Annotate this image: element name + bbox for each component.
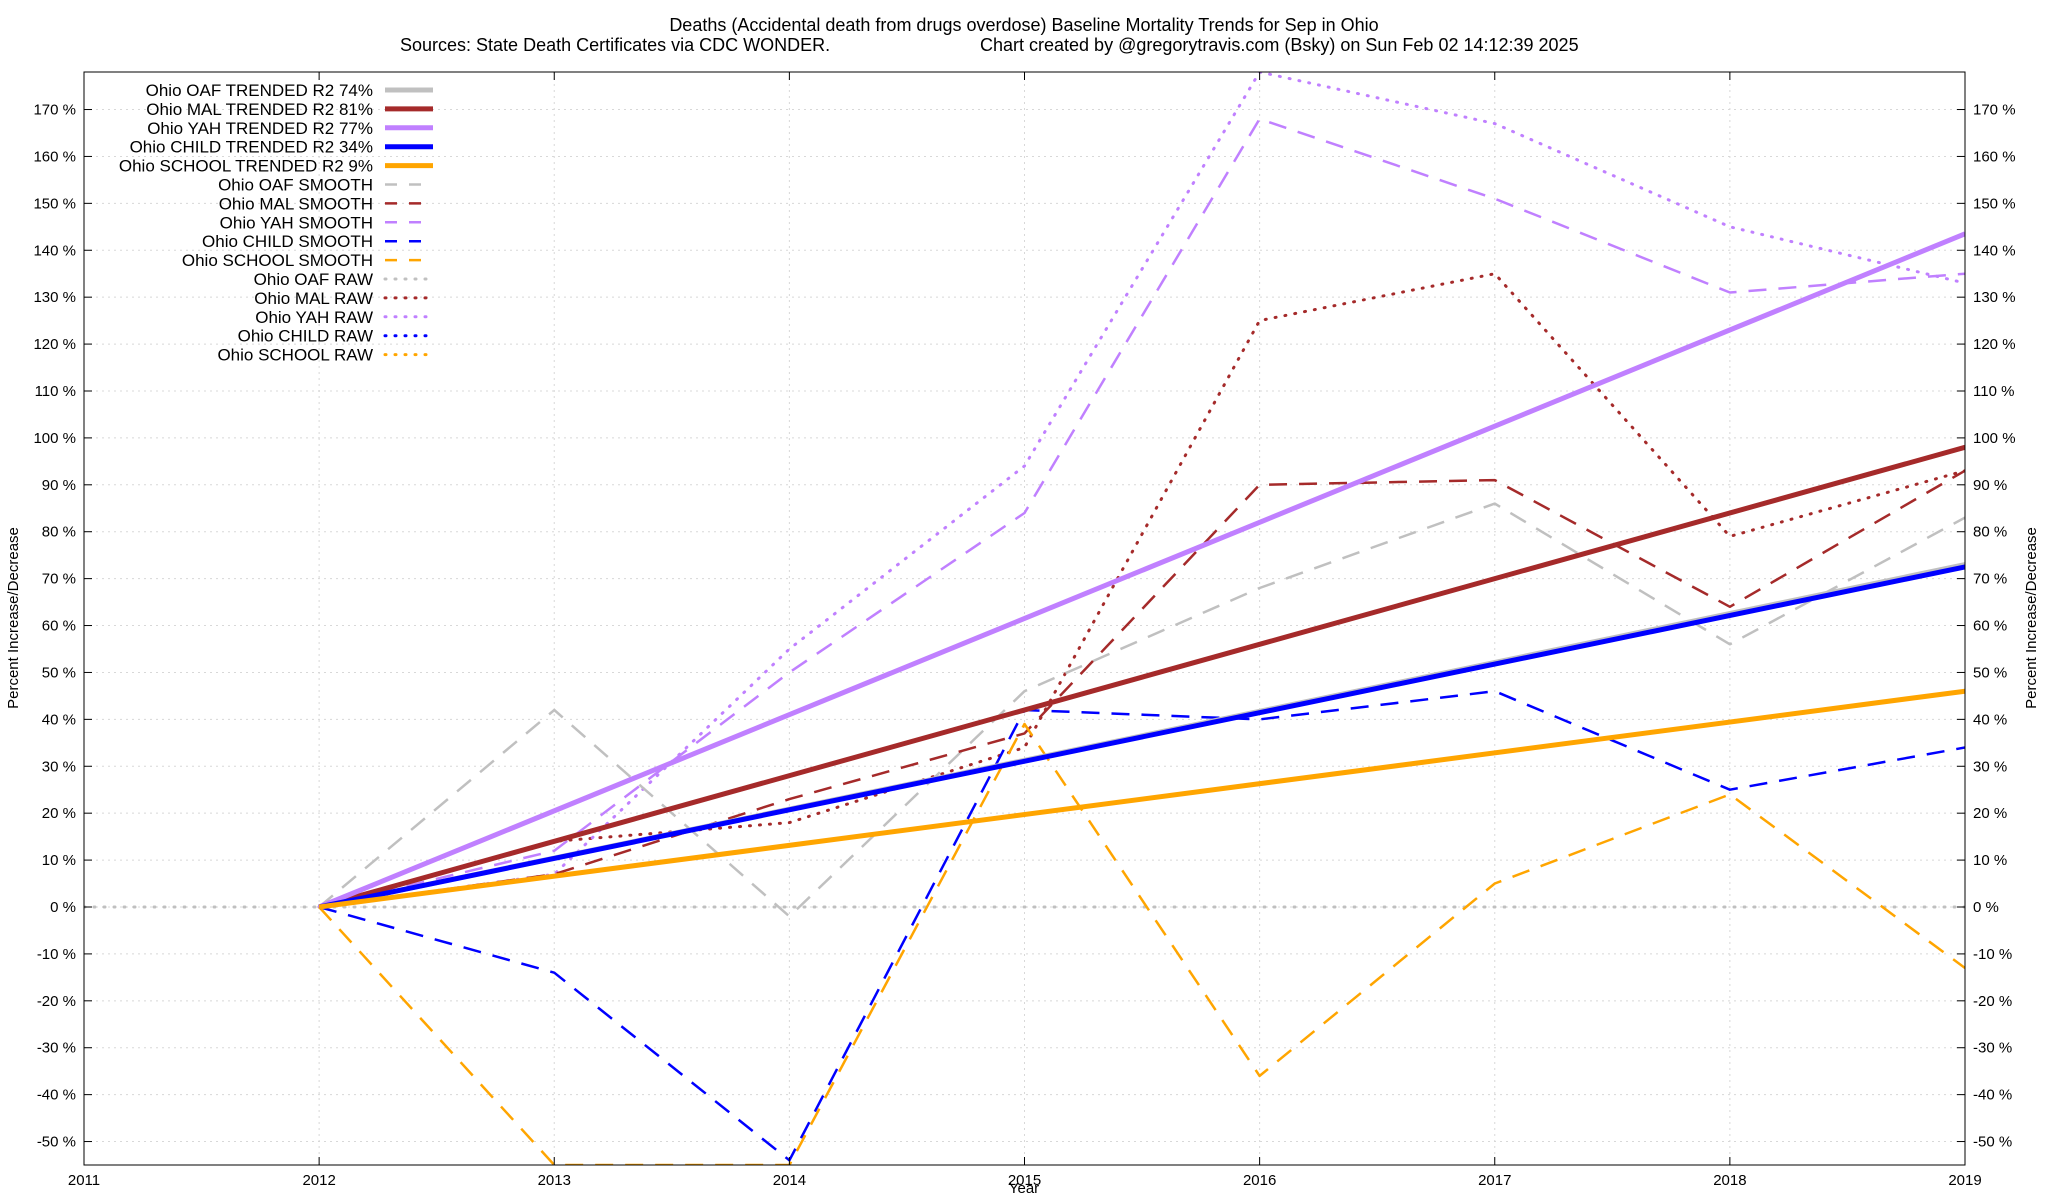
y-tick-label-right: 40 % <box>1973 711 2007 728</box>
chart-subtitle-right: Chart created by @gregorytravis.com (Bsk… <box>980 35 1579 55</box>
y-tick-label-left: 110 % <box>35 383 76 400</box>
legend-entry-label: Ohio CHILD TRENDED R2 34% <box>130 138 373 157</box>
series-layer <box>84 72 1965 1165</box>
x-tick-label: 2012 <box>302 1172 335 1189</box>
y-tick-label-right: 140 % <box>1973 242 2016 259</box>
chart-title: Deaths (Accidental death from drugs over… <box>669 15 1378 35</box>
series-line-ohio-child-smooth <box>318 689 1965 1162</box>
y-tick-label-left: 80 % <box>42 524 76 541</box>
y-tick-label-left: 90 % <box>42 477 76 494</box>
legend-entry-label: Ohio OAF TRENDED R2 74% <box>146 81 373 100</box>
legend-entry-label: Ohio YAH TRENDED R2 77% <box>147 119 373 138</box>
series-line-ohio-yah-trended-r2-77 <box>318 231 1965 910</box>
y-tick-label-right: 130 % <box>1973 289 2016 306</box>
y-tick-label-left: 20 % <box>42 805 76 822</box>
y-tick-label-right: 30 % <box>1973 758 2007 775</box>
y-tick-label-left: 160 % <box>33 148 76 165</box>
y-tick-label-left: -30 % <box>37 1040 76 1057</box>
x-tick-label: 2014 <box>773 1172 806 1189</box>
y-tick-label-right: 50 % <box>1973 664 2007 681</box>
y-tick-label-left: 50 % <box>42 664 76 681</box>
y-tick-label-right: 70 % <box>1973 571 2007 588</box>
y-tick-label-left: -40 % <box>37 1087 76 1104</box>
series-line-ohio-yah-raw <box>317 72 1965 909</box>
series-line-ohio-yah-smooth <box>318 117 1965 909</box>
y-tick-label-left: 130 % <box>33 289 76 306</box>
y-tick-label-right: -50 % <box>1973 1134 2012 1151</box>
y-tick-label-right: 120 % <box>1973 336 2016 353</box>
legend: Ohio OAF TRENDED R2 74%Ohio MAL TRENDED … <box>119 81 435 365</box>
legend-entry-label: Ohio YAH RAW <box>255 308 373 327</box>
series-line-ohio-child-trended-r2-34 <box>318 564 1965 910</box>
y-tick-label-right: -40 % <box>1973 1087 2012 1104</box>
legend-entry-label: Ohio MAL TRENDED R2 81% <box>146 100 373 119</box>
y-tick-label-right: 150 % <box>1973 195 2016 212</box>
y-tick-label-left: 0 % <box>50 899 76 916</box>
grid-layer <box>84 72 1965 1165</box>
y-tick-label-left: 60 % <box>42 618 76 635</box>
tick-layer: 2011 2012 2013 2014 2015 2016 2017 2018 2019 -50 … <box>33 72 2016 1189</box>
y-tick-label-left: 140 % <box>33 242 76 259</box>
y-tick-label-right: -20 % <box>1973 993 2012 1010</box>
y-tick-label-right: 90 % <box>1973 477 2007 494</box>
chart-subtitle-left: Sources: State Death Certificates via CD… <box>400 35 830 55</box>
y-tick-label-right: -10 % <box>1973 946 2012 963</box>
legend-entry-label: Ohio SCHOOL RAW <box>217 346 373 365</box>
x-tick-label: 2015 <box>1008 1172 1041 1189</box>
legend-entry-label: Ohio OAF SMOOTH <box>218 176 373 195</box>
x-tick-label: 2016 <box>1243 1172 1276 1189</box>
y-tick-label-left: 40 % <box>42 711 76 728</box>
y-tick-label-right: 0 % <box>1973 899 1999 916</box>
x-tick-label: 2017 <box>1478 1172 1511 1189</box>
y-tick-label-left: 30 % <box>42 758 76 775</box>
y-tick-label-left: -10 % <box>37 946 76 963</box>
y-axis-label-left: Percent Increase/Decrease <box>5 527 22 709</box>
y-tick-label-right: 20 % <box>1973 805 2007 822</box>
y-axis-label-right: Percent Increase/Decrease <box>2023 527 2040 709</box>
legend-entry-label: Ohio CHILD SMOOTH <box>202 232 373 251</box>
y-tick-label-left: 100 % <box>33 430 76 447</box>
x-tick-label: 2019 <box>1948 1172 1981 1189</box>
legend-entry-label: Ohio SCHOOL SMOOTH <box>182 251 373 270</box>
y-tick-label-right: 170 % <box>1973 102 2016 119</box>
series-line-ohio-mal-raw <box>317 272 1965 909</box>
y-tick-label-left: 10 % <box>42 852 76 869</box>
legend-entry-label: Ohio CHILD RAW <box>238 327 373 346</box>
y-tick-label-right: 110 % <box>1973 383 2014 400</box>
y-tick-label-left: 70 % <box>42 571 76 588</box>
x-axis-label: Year <box>1009 1180 1039 1197</box>
legend-entry-label: Ohio MAL SMOOTH <box>219 194 373 213</box>
y-tick-label-left: 150 % <box>33 195 76 212</box>
series-line-ohio-school-smooth <box>318 722 1965 1165</box>
series-line-ohio-school-trended-r2-9 <box>318 688 1965 910</box>
y-tick-label-right: 10 % <box>1973 852 2007 869</box>
y-tick-label-right: 80 % <box>1973 524 2007 541</box>
y-tick-label-right: 100 % <box>1973 430 2016 447</box>
x-tick-label: 2018 <box>1713 1172 1746 1189</box>
y-tick-label-left: -50 % <box>37 1134 76 1151</box>
y-tick-label-right: 160 % <box>1973 148 2016 165</box>
y-tick-label-left: -20 % <box>37 993 76 1010</box>
x-tick-label: 2013 <box>538 1172 571 1189</box>
legend-entry-label: Ohio OAF RAW <box>254 270 373 289</box>
y-tick-label-left: 120 % <box>33 336 76 353</box>
legend-entry-label: Ohio YAH SMOOTH <box>220 213 373 232</box>
y-tick-label-right: 60 % <box>1973 618 2007 635</box>
legend-entry-label: Ohio MAL RAW <box>254 289 373 308</box>
legend-entry-label: Ohio SCHOOL TRENDED R2 9% <box>119 157 373 176</box>
x-tick-label: 2011 <box>68 1172 100 1189</box>
y-tick-label-right: -30 % <box>1973 1040 2012 1057</box>
series-line-ohio-mal-smooth <box>318 469 1965 909</box>
series-line-ohio-mal-trended-r2-81 <box>318 444 1965 910</box>
y-tick-label-left: 170 % <box>33 102 76 119</box>
